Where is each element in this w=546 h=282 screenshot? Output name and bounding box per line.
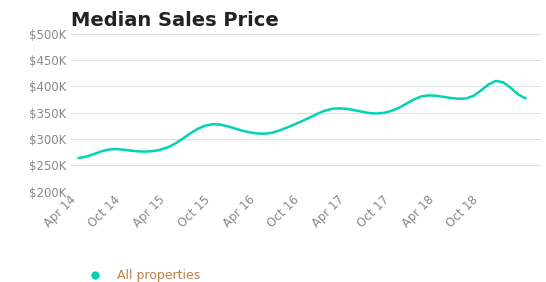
Legend: All properties: All properties xyxy=(77,264,205,282)
Text: Median Sales Price: Median Sales Price xyxy=(71,10,278,30)
